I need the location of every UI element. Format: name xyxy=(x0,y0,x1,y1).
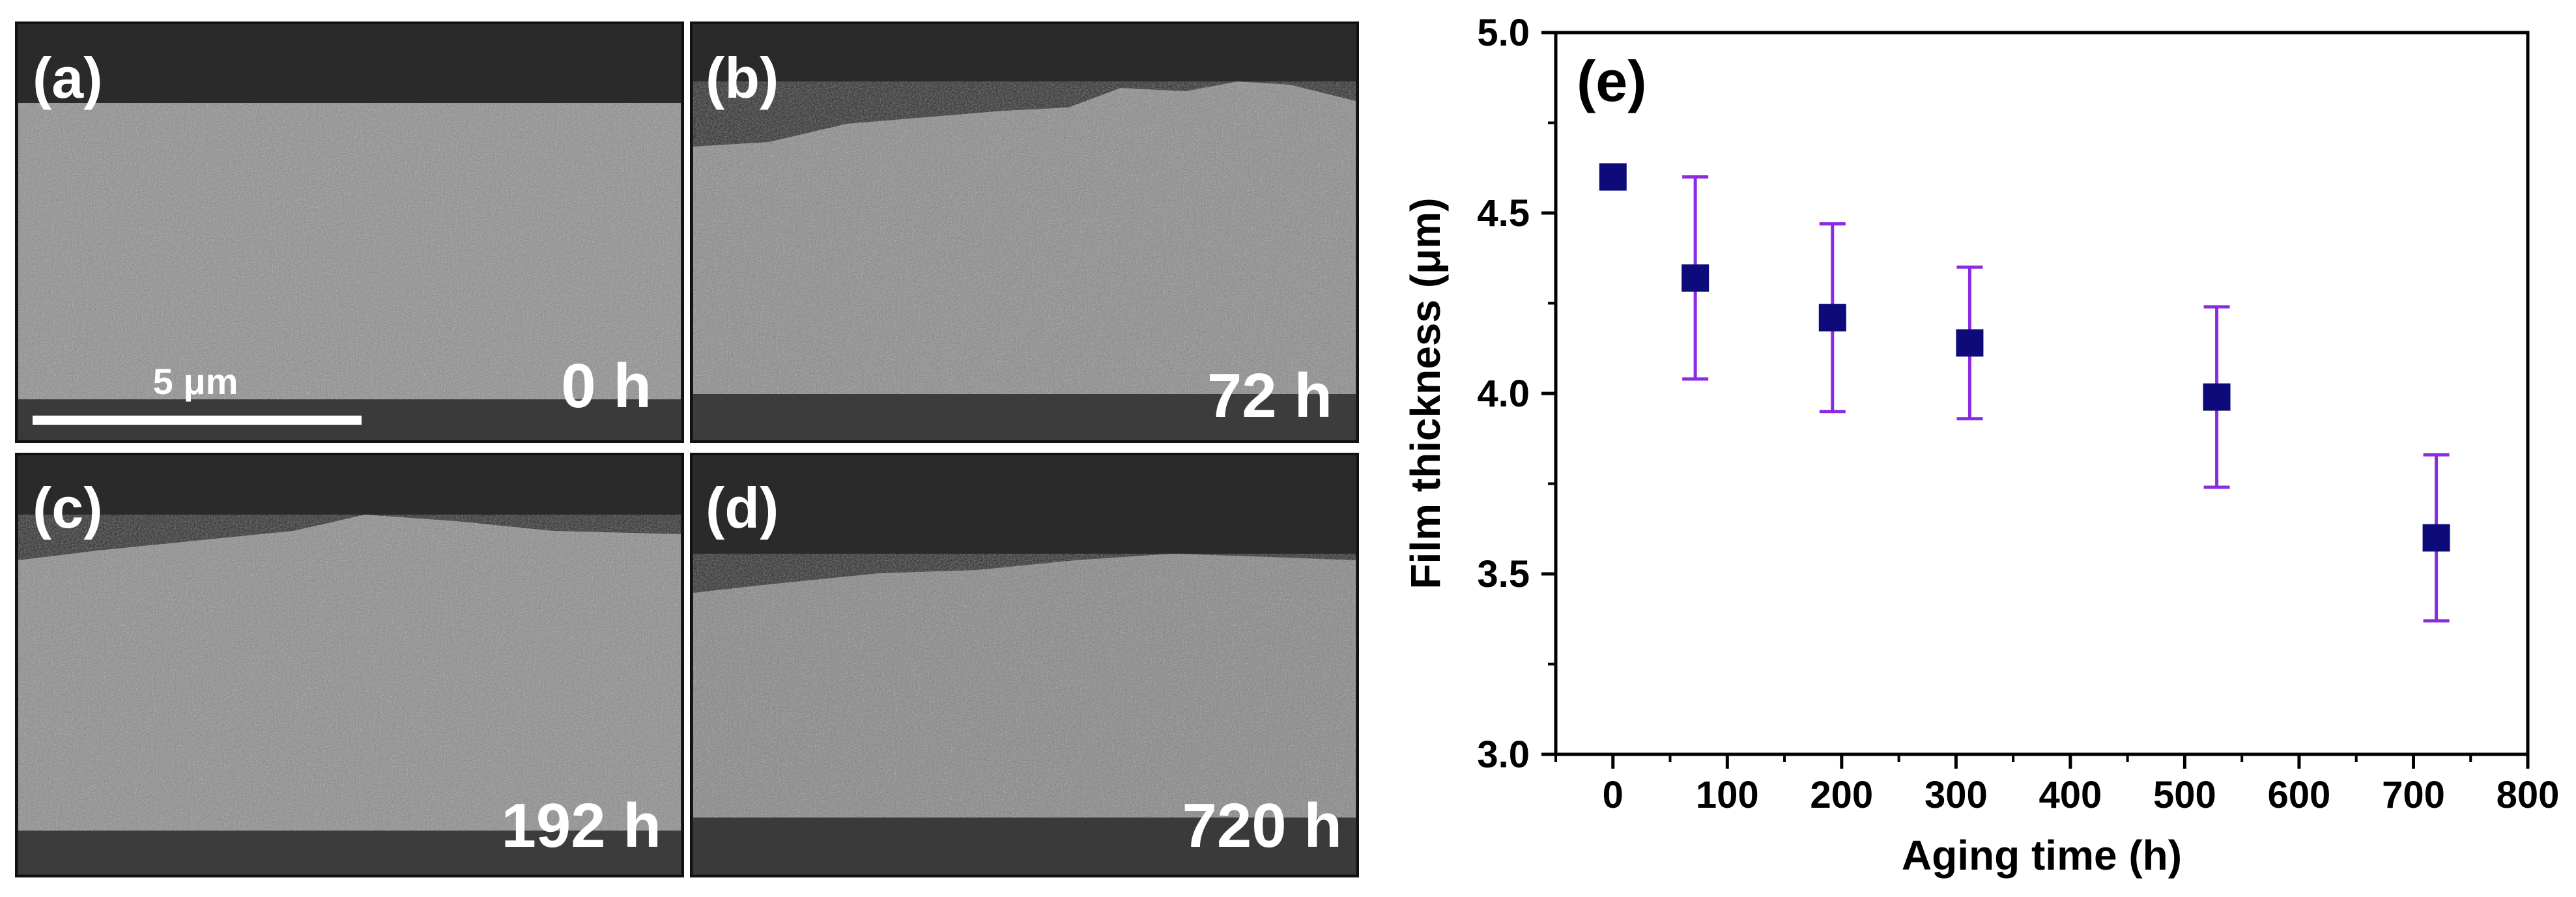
chart-film-thickness: 0 100 200 300 400 500 600 700 800 3.0 3.5 4.0 4.5 5.… xyxy=(1402,12,2559,879)
data-point xyxy=(2203,305,2231,489)
y-tick-label: 4.5 xyxy=(1477,192,1530,235)
panel-label-a: (a) xyxy=(33,46,103,110)
x-tick-label: 400 xyxy=(2039,774,2102,816)
x-tick-label: 600 xyxy=(2268,774,2331,816)
x-tick-label: 200 xyxy=(1810,774,1873,816)
panel-label-e: (e) xyxy=(1577,49,1647,113)
x-tick-label: 700 xyxy=(2382,774,2445,816)
x-tick-label: 100 xyxy=(1696,774,1759,816)
x-tick-label: 0 xyxy=(1603,774,1624,816)
data-point xyxy=(1599,163,1627,191)
sem-panel-a: (a) 0 h 5 μm xyxy=(15,21,684,443)
square-marker xyxy=(1818,304,1846,332)
data-point xyxy=(1818,222,1846,414)
y-tick-label: 5.0 xyxy=(1477,12,1530,54)
x-axis-label: Aging time (h) xyxy=(1902,832,2182,879)
time-label-a: 0 h xyxy=(561,351,651,421)
y-ticks: 3.0 3.5 4.0 4.5 5.0 xyxy=(1477,12,1556,776)
panel-label-b: (b) xyxy=(706,46,779,110)
scale-bar-label: 5 μm xyxy=(153,361,238,402)
panel-label-d: (d) xyxy=(706,476,779,540)
sem-panel-c: (c) 192 h xyxy=(15,453,684,877)
data-markers xyxy=(1599,163,2450,623)
y-tick-label: 3.0 xyxy=(1477,733,1530,776)
sem-panel-d: (d) 720 h xyxy=(690,453,1359,877)
y-tick-label: 4.0 xyxy=(1477,373,1530,415)
data-point xyxy=(2422,453,2450,623)
time-label-d: 720 h xyxy=(1182,791,1342,861)
data-point xyxy=(1956,265,1984,421)
panel-label-c: (c) xyxy=(33,476,103,540)
time-label-c: 192 h xyxy=(502,791,661,861)
time-label-b: 72 h xyxy=(1207,361,1332,431)
square-marker xyxy=(2422,524,2450,552)
square-marker xyxy=(1599,163,1627,191)
square-marker xyxy=(2203,383,2231,411)
square-marker xyxy=(1956,329,1984,357)
x-tick-label: 500 xyxy=(2153,774,2216,816)
x-tick-label: 800 xyxy=(2497,774,2560,816)
plot-frame xyxy=(1554,31,2530,756)
square-marker xyxy=(1682,264,1710,292)
y-axis-label: Film thickness (μm) xyxy=(1402,197,1449,589)
sem-panel-b: (b) 72 h xyxy=(690,21,1359,443)
y-tick-label: 3.5 xyxy=(1477,553,1530,595)
x-ticks: 0 100 200 300 400 500 600 700 800 xyxy=(1554,754,2560,816)
x-tick-label: 300 xyxy=(1925,774,1988,816)
data-point xyxy=(1682,175,1710,381)
